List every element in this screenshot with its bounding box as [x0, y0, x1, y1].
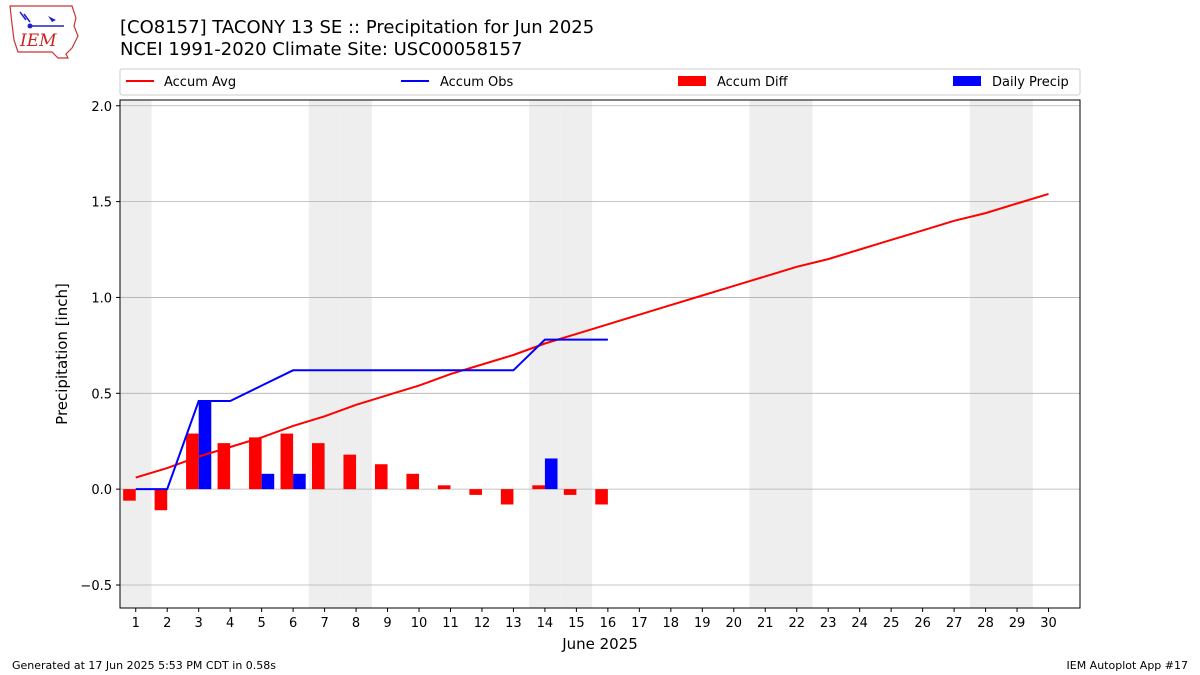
- accum-diff-bar: [280, 433, 294, 490]
- bars: [123, 400, 608, 511]
- x-tick-label: 16: [600, 616, 617, 631]
- legend-label-accum-obs: Accum Obs: [440, 75, 513, 90]
- x-tick-label: 25: [883, 616, 900, 631]
- y-tick-label: 0.5: [91, 387, 112, 402]
- accum-diff-bar: [249, 437, 262, 490]
- accum-diff-bar: [154, 489, 168, 511]
- daily-precip-bar: [544, 458, 558, 490]
- x-tick-label: 28: [977, 616, 994, 631]
- accum-diff-bar: [406, 473, 420, 490]
- legend-frame: [119, 68, 1081, 96]
- chart-subtitle: NCEI 1991-2020 Climate Site: USC00058157: [120, 39, 523, 60]
- weekend-band: [340, 100, 372, 608]
- x-axis-title: June 2025: [561, 635, 638, 653]
- x-tick-label: 14: [537, 616, 554, 631]
- iem-logo: IEM: [9, 5, 79, 59]
- x-tick-label: 8: [352, 616, 360, 631]
- x-tick-label: 17: [631, 616, 648, 631]
- accum-diff-bar: [186, 433, 199, 490]
- legend-swatch-accum-diff: [678, 76, 706, 86]
- legend-label-accum-avg: Accum Avg: [164, 75, 236, 90]
- daily-precip-bar: [261, 473, 275, 490]
- weekend-band: [1001, 100, 1033, 608]
- weekend-band: [560, 100, 593, 608]
- accum-diff-bar: [343, 454, 357, 490]
- weekend-band: [780, 100, 813, 608]
- accum-diff-bar: [123, 489, 136, 501]
- x-tick-label: 6: [289, 616, 297, 631]
- x-tick-label: 18: [663, 616, 680, 631]
- y-tick-label: −0.5: [80, 579, 112, 594]
- accum-diff-bar: [374, 464, 388, 490]
- x-tick-label: 29: [1009, 616, 1026, 631]
- x-tick-label: 15: [568, 616, 585, 631]
- daily-precip-bar: [293, 473, 306, 490]
- x-tick-label: 3: [195, 616, 203, 631]
- accum-diff-bar: [563, 489, 577, 495]
- y-axis-title: Precipitation [inch]: [53, 283, 71, 425]
- accum-diff-bar: [437, 485, 451, 490]
- logo-text: IEM: [19, 31, 57, 51]
- x-tick-label: 7: [320, 616, 328, 631]
- x-tick-label: 19: [694, 616, 711, 631]
- y-tick-label: 2.0: [91, 100, 112, 115]
- chart-title: [CO8157] TACONY 13 SE :: Precipitation f…: [120, 17, 595, 38]
- plot-frame: [119, 99, 1081, 609]
- legend-label-daily-precip: Daily Precip: [992, 75, 1069, 90]
- accum-diff-bar: [595, 489, 608, 505]
- accum-diff-bar: [469, 489, 482, 495]
- accum-diff-bar: [500, 489, 514, 505]
- y-tick-label: 0.0: [91, 483, 112, 498]
- accum-diff-bar: [532, 485, 545, 490]
- x-tick-label: 2: [163, 616, 171, 631]
- grid-lines: [120, 105, 1080, 586]
- weekend-band: [120, 100, 152, 608]
- daily-precip-bar: [198, 400, 212, 490]
- x-tick-label: 4: [226, 616, 234, 631]
- x-tick-label: 11: [442, 616, 459, 631]
- y-tick-label: 1.0: [91, 291, 112, 306]
- x-tick-label: 5: [257, 616, 265, 631]
- legend-label-accum-diff: Accum Diff: [717, 75, 789, 90]
- legend-swatch-daily-precip: [953, 76, 981, 86]
- footer-app-label: IEM Autoplot App #17: [1066, 659, 1189, 672]
- weekend-band: [308, 100, 341, 608]
- x-tick-label: 20: [725, 616, 742, 631]
- x-tick-label: 1: [132, 616, 140, 631]
- footer-generated-text: Generated at 17 Jun 2025 5:53 PM CDT in …: [12, 659, 277, 672]
- x-tick-label: 21: [757, 616, 774, 631]
- weekend-shading: [120, 100, 1033, 608]
- accum-diff-bar: [217, 443, 231, 490]
- x-tick-label: 23: [820, 616, 837, 631]
- weekend-band: [529, 100, 561, 608]
- accum-obs-line: [135, 338, 608, 491]
- x-tick-label: 22: [788, 616, 805, 631]
- accum-avg-line: [135, 192, 1049, 479]
- x-tick-label: 10: [411, 616, 428, 631]
- x-tick-label: 30: [1040, 616, 1057, 631]
- x-tick-label: 9: [383, 616, 391, 631]
- y-tick-label: 1.5: [91, 196, 112, 211]
- accum-diff-bar: [312, 443, 325, 490]
- x-tick-label: 24: [851, 616, 868, 631]
- legend: Accum Avg Accum Obs Accum Diff Daily Pre…: [119, 68, 1081, 96]
- x-tick-label: 26: [914, 616, 931, 631]
- lines: [135, 192, 1049, 491]
- weekend-band: [969, 100, 1002, 608]
- weekend-band: [749, 100, 781, 608]
- axes: −0.50.00.51.01.52.01 2 3 4 5 6 7 8 9 10 11 12 13 14 15…: [80, 100, 1056, 631]
- x-tick-label: 12: [474, 616, 491, 631]
- x-tick-label: 13: [505, 616, 522, 631]
- x-tick-label: 27: [946, 616, 963, 631]
